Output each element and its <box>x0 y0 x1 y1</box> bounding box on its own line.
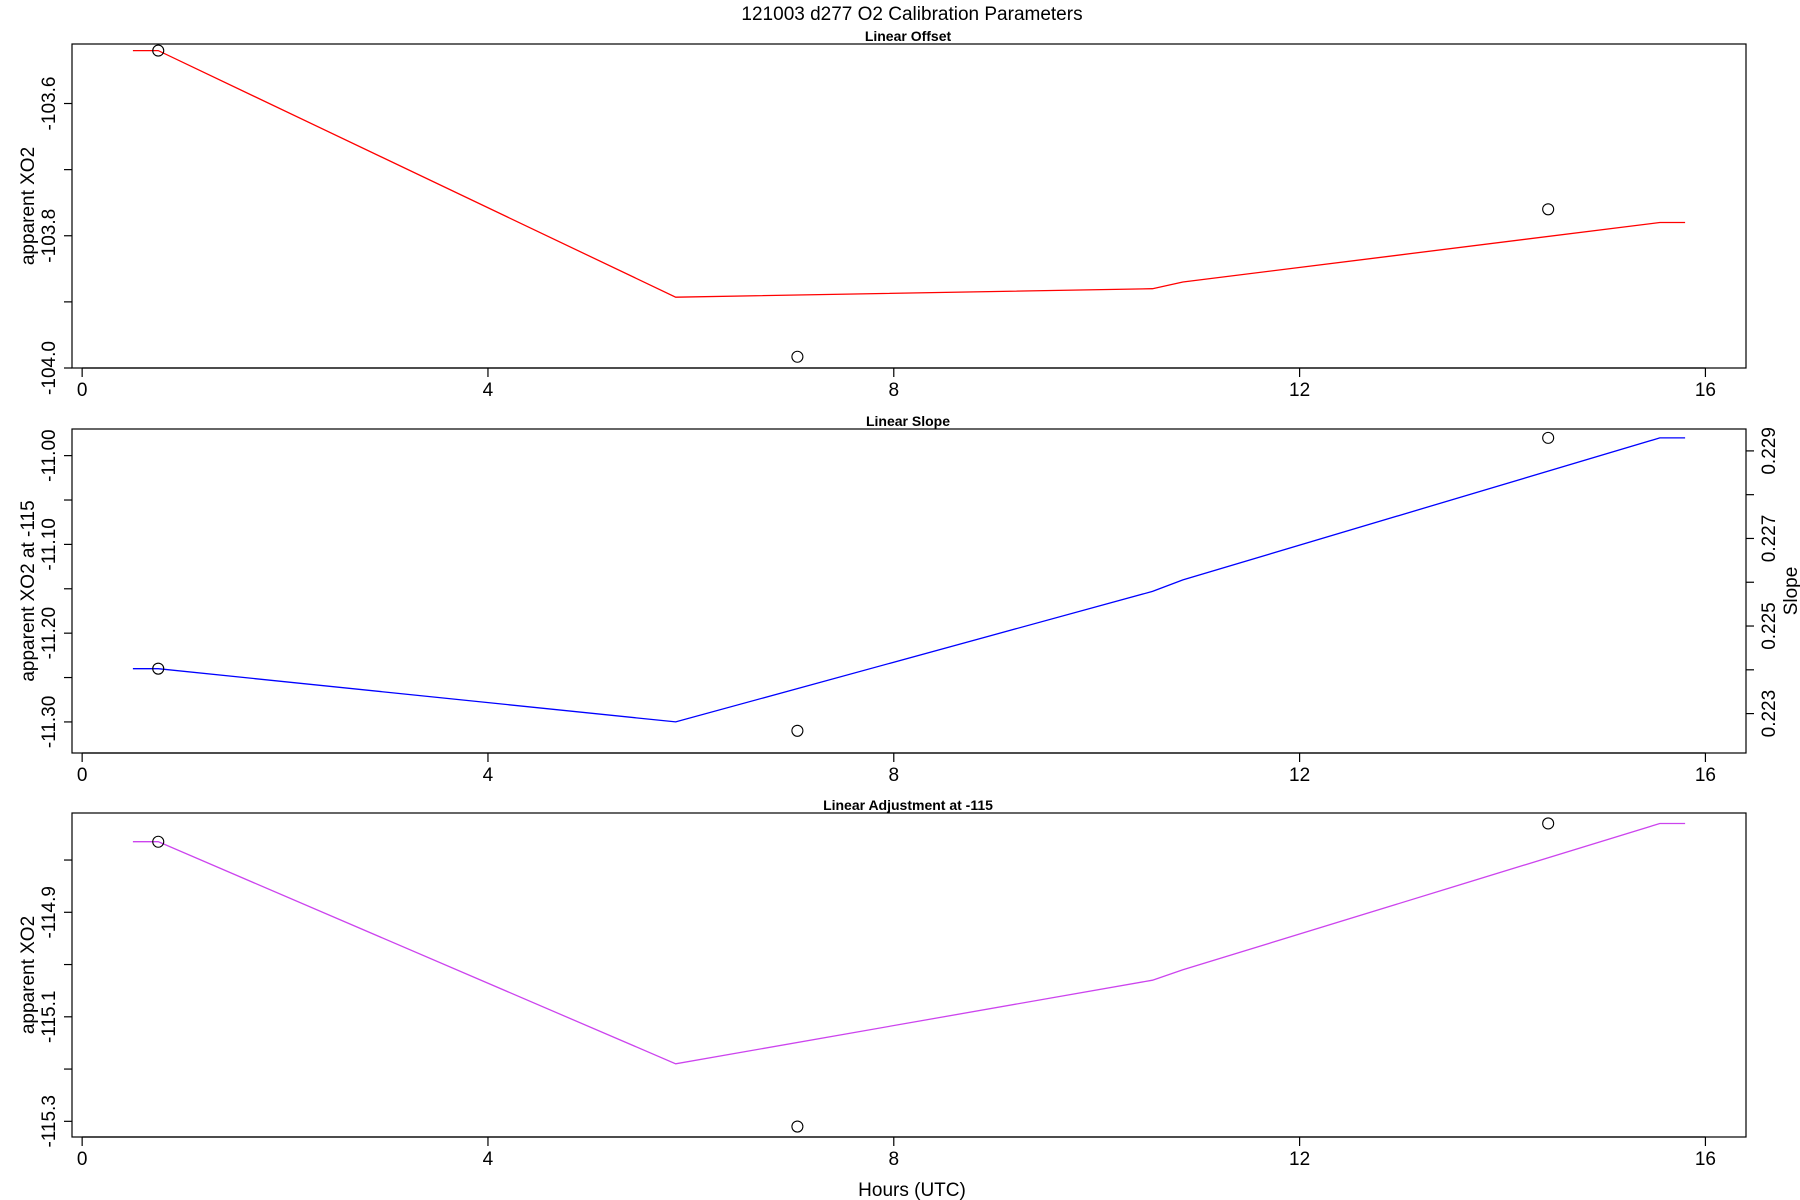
chart-panel: Linear Slope 0 4 8 12 16 -11.00 -11.10 -11.20 -11… <box>18 413 1800 786</box>
x-tick-label: 16 <box>1695 765 1716 786</box>
y-tick-label: -103.6 <box>39 77 60 131</box>
x-tick-label: 0 <box>77 380 88 401</box>
x-tick-label: 8 <box>888 765 899 786</box>
right-y-tick-label: 0.223 <box>1759 690 1780 738</box>
x-axis-title: Hours (UTC) <box>858 1180 966 1200</box>
plot-frame <box>71 43 1747 369</box>
plot-frame <box>71 428 1747 754</box>
x-tick-label: 8 <box>888 380 899 401</box>
data-point <box>152 835 165 848</box>
x-tick-label: 12 <box>1289 380 1310 401</box>
data-point <box>1542 817 1555 830</box>
x-tick-label: 0 <box>77 1149 88 1170</box>
panel-title: Linear Adjustment at -115 <box>823 797 993 813</box>
data-point <box>791 724 804 737</box>
data-point <box>791 1120 804 1133</box>
panel-title: Linear Offset <box>865 28 952 44</box>
right-y-tick-label: 0.225 <box>1759 602 1780 650</box>
y-tick-label: -104.0 <box>39 341 60 395</box>
series-line <box>132 437 1686 723</box>
x-tick-label: 0 <box>77 765 88 786</box>
x-tick-label: 8 <box>888 1149 899 1170</box>
y-tick-label: -103.8 <box>39 209 60 263</box>
y-axis-title: apparent XO2 at -115 <box>18 500 39 681</box>
data-point <box>152 662 165 675</box>
x-tick-label: 4 <box>483 765 494 786</box>
right-y-tick-label: 0.229 <box>1759 427 1780 475</box>
series-line <box>132 822 1686 1065</box>
x-tick-label: 4 <box>483 380 494 401</box>
data-point <box>1542 203 1555 216</box>
x-tick-label: 12 <box>1289 1149 1310 1170</box>
y-tick-label: -11.30 <box>39 696 60 748</box>
right-y-tick-label: 0.227 <box>1759 515 1780 563</box>
panel-title: Linear Slope <box>866 413 950 429</box>
y-axis-title: apparent XO2 <box>18 147 39 265</box>
y-tick-label: -11.10 <box>39 518 60 570</box>
chart-panel: Linear Adjustment at -115 0 4 8 12 16 -114.9 -1… <box>18 797 1747 1170</box>
data-point <box>152 44 165 57</box>
x-tick-label: 12 <box>1289 765 1310 786</box>
y-axis-title: apparent XO2 <box>18 916 39 1034</box>
data-point <box>791 350 804 363</box>
y-tick-label: -11.00 <box>39 429 60 481</box>
chart-main-title: 121003 d277 O2 Calibration Parameters <box>741 4 1082 25</box>
data-point <box>1542 431 1555 444</box>
y-tick-label: -115.3 <box>39 1095 60 1147</box>
series-line <box>132 49 1686 298</box>
y-tick-label: -115.1 <box>39 991 60 1043</box>
plot-frame <box>71 812 1747 1138</box>
y-tick-label: -11.20 <box>39 607 60 659</box>
x-tick-label: 16 <box>1695 1149 1716 1170</box>
right-y-axis-title: Slope <box>1781 567 1800 616</box>
y-tick-label: -114.9 <box>39 886 60 938</box>
x-tick-label: 16 <box>1695 380 1716 401</box>
chart-panel: Linear Offset 0 4 8 12 16 -103.6 -103.8 -104.0 ap… <box>18 28 1747 401</box>
x-tick-label: 4 <box>483 1149 494 1170</box>
